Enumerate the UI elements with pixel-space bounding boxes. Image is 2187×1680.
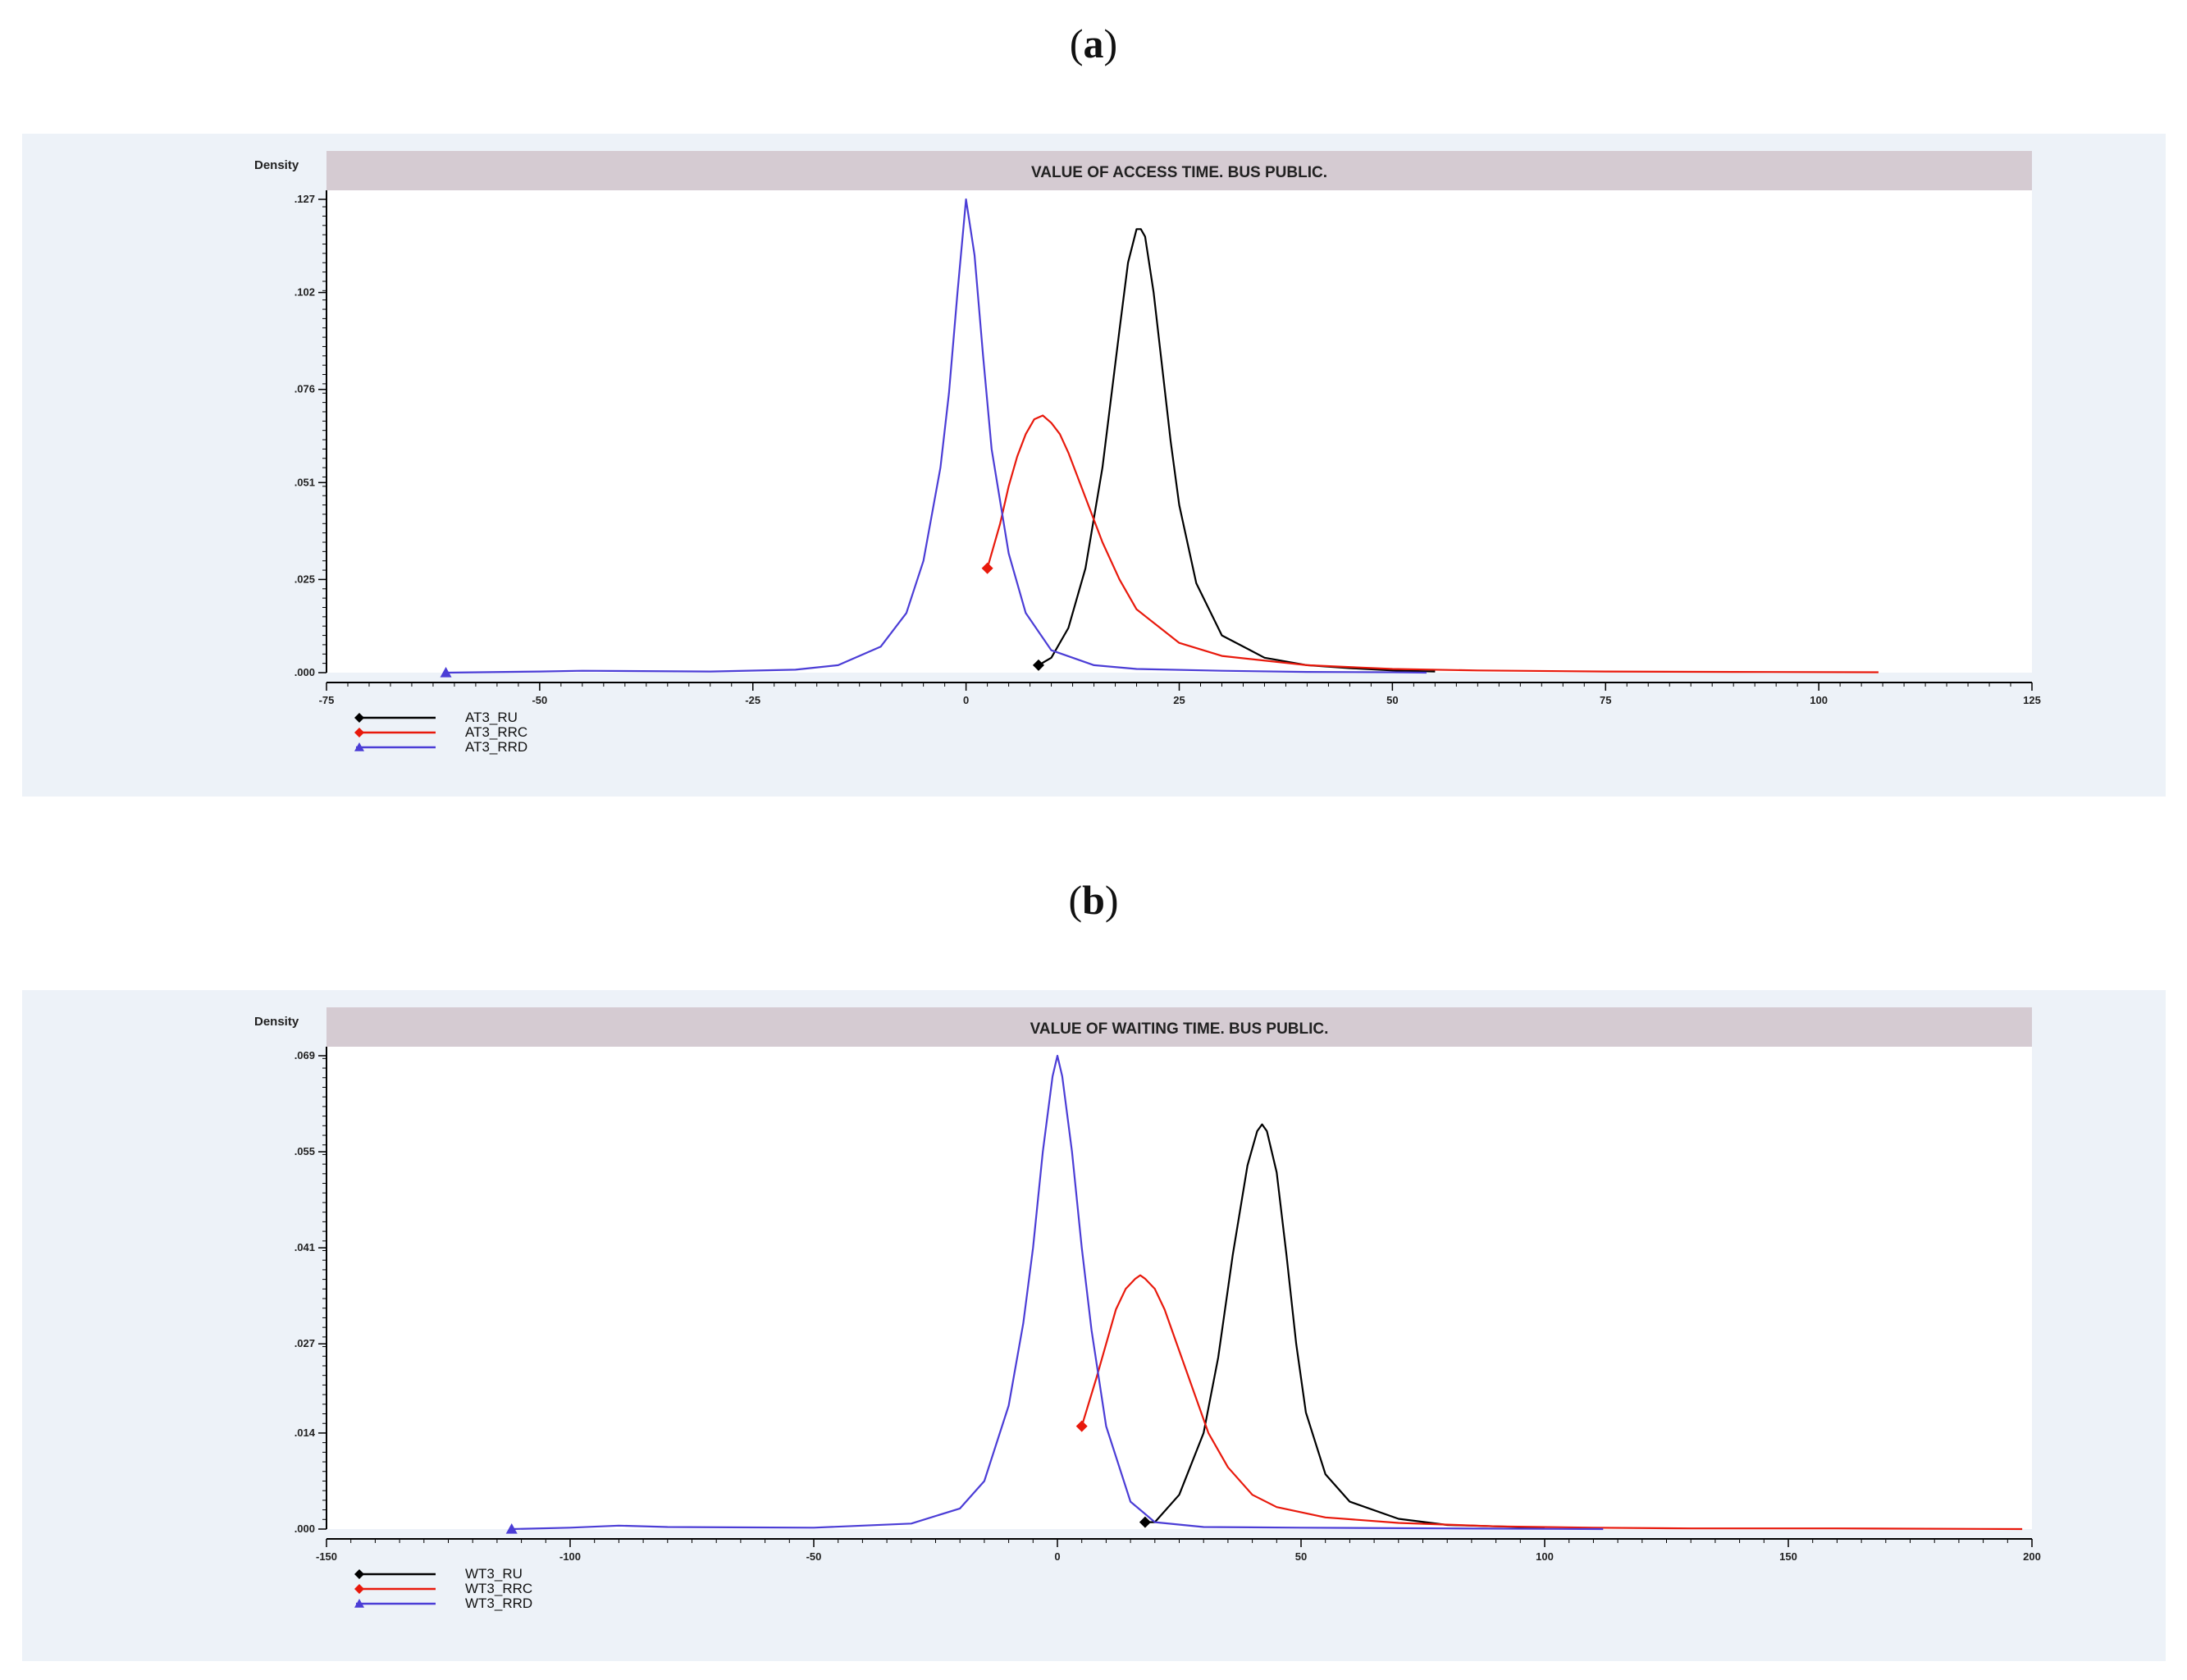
y-tick-label: .127 xyxy=(294,193,315,205)
series-marker-at3-rrd xyxy=(440,667,452,678)
x-tick-label: 100 xyxy=(1810,694,1828,706)
y-tick-label: .055 xyxy=(294,1145,315,1157)
legend-marker xyxy=(354,742,364,751)
x-tick-label: 100 xyxy=(1536,1550,1554,1563)
legend-marker xyxy=(354,1584,364,1594)
series-line-wt3-rrc xyxy=(1080,1274,2023,1531)
plot-area xyxy=(326,190,2032,673)
chart-a: VALUE OF ACCESS TIME. BUS PUBLIC. Density… xyxy=(254,151,2041,755)
series-line-at3-rrd xyxy=(445,198,1427,674)
y-axis-title: Density xyxy=(254,158,299,172)
x-tick-label: 50 xyxy=(1295,1550,1307,1563)
chart-title-bar xyxy=(326,151,2032,190)
x-tick-label: -25 xyxy=(745,694,760,706)
y-tick-label: .000 xyxy=(294,666,315,678)
legend-label: WT3_RU xyxy=(465,1566,523,1582)
x-tick-label: 200 xyxy=(2023,1550,2041,1563)
y-tick-label: .076 xyxy=(294,383,315,395)
legend-label: WT3_RRC xyxy=(465,1581,532,1596)
y-tick-label: .041 xyxy=(294,1241,315,1253)
x-tick-label: 0 xyxy=(963,694,969,706)
series-marker-wt3-ru xyxy=(1139,1516,1151,1528)
legend-label: AT3_RU xyxy=(465,710,518,725)
series-line-at3-ru xyxy=(1038,228,1436,673)
x-tick-label: 150 xyxy=(1779,1550,1797,1563)
legend-marker xyxy=(354,1569,364,1579)
chart-panel-a: VALUE OF ACCESS TIME. BUS PUBLIC. Density… xyxy=(22,134,2166,797)
y-tick-label: .014 xyxy=(294,1427,316,1439)
legend-marker xyxy=(354,1599,364,1608)
x-tick-label: 125 xyxy=(2023,694,2041,706)
legend-label: AT3_RRD xyxy=(465,739,527,755)
chart-panel-b: VALUE OF WAITING TIME. BUS PUBLIC. Densit… xyxy=(22,990,2166,1661)
legend-marker xyxy=(354,728,364,737)
legend-marker xyxy=(354,713,364,723)
y-tick-label: .025 xyxy=(294,573,315,585)
y-tick-label: .027 xyxy=(294,1337,315,1349)
y-tick-label: .051 xyxy=(294,476,315,488)
x-tick-label: 75 xyxy=(1600,694,1611,706)
series-marker-wt3-rrd xyxy=(505,1523,518,1534)
series-line-at3-rrc xyxy=(986,414,1879,673)
legend-label: AT3_RRC xyxy=(465,724,527,740)
y-tick-label: .102 xyxy=(294,286,315,299)
chart-b: VALUE OF WAITING TIME. BUS PUBLIC. Densit… xyxy=(254,1007,2041,1611)
chart-title: VALUE OF ACCESS TIME. BUS PUBLIC. xyxy=(1031,164,1327,181)
series-marker-at3-rrc xyxy=(981,562,993,574)
x-tick-label: -50 xyxy=(532,694,547,706)
series-marker-at3-ru xyxy=(1032,659,1044,671)
x-tick-label: -150 xyxy=(316,1550,337,1563)
x-tick-label: -75 xyxy=(319,694,335,706)
x-tick-label: 0 xyxy=(1054,1550,1060,1563)
series-marker-wt3-rrc xyxy=(1075,1420,1088,1432)
y-axis-title: Density xyxy=(254,1015,299,1029)
x-tick-label: 50 xyxy=(1386,694,1398,706)
panel-label-a: (a) xyxy=(1069,21,1118,66)
y-tick-label: .069 xyxy=(294,1049,315,1061)
x-tick-label: -100 xyxy=(559,1550,581,1563)
series-line-wt3-rrd xyxy=(511,1054,1604,1531)
panel-label-b: (b) xyxy=(1068,877,1119,923)
chart-title: VALUE OF WAITING TIME. BUS PUBLIC. xyxy=(1030,1020,1329,1038)
legend-label: WT3_RRD xyxy=(465,1596,532,1611)
y-tick-label: .000 xyxy=(294,1522,315,1535)
x-tick-label: 25 xyxy=(1173,694,1185,706)
series-line-wt3-ru xyxy=(1144,1123,1546,1529)
x-tick-label: -50 xyxy=(806,1550,822,1563)
plot-area xyxy=(326,1047,2032,1529)
chart-title-bar xyxy=(326,1007,2032,1047)
